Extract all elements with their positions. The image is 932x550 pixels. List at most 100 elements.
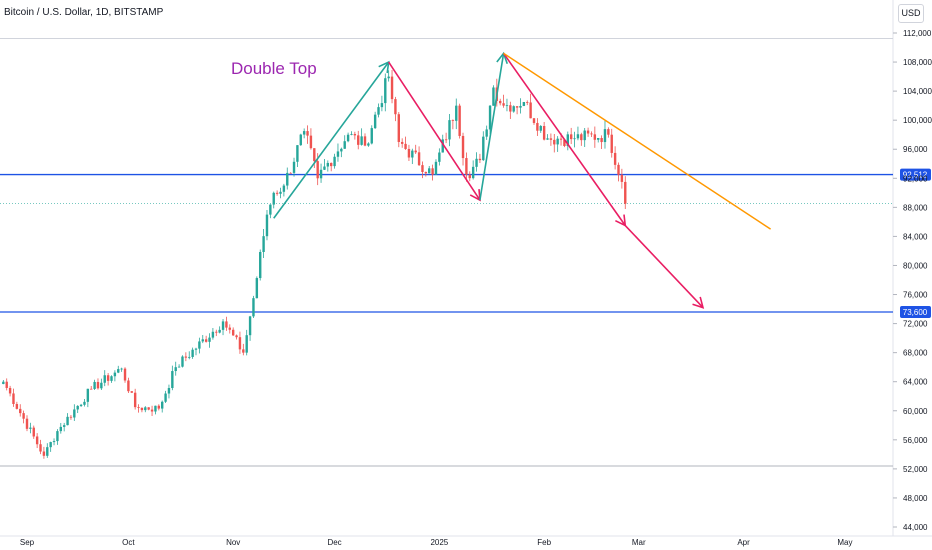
candle-body [130,391,133,393]
candle-body [73,409,76,418]
candle-body [22,413,25,419]
candle-body [485,129,488,137]
candle-body [390,76,394,100]
candle-body [93,381,96,389]
candle-body [471,166,475,179]
candle-body [600,137,603,143]
candle-body [235,335,238,338]
candle-body [367,143,370,146]
candle-body [309,135,313,149]
candle-body [488,105,492,130]
candle-body [438,152,441,162]
candle-body [302,131,306,135]
candle-body [2,381,5,385]
candle-body [613,152,617,165]
candle-body [566,134,569,146]
candle-body [536,122,539,131]
candle-body [248,316,252,336]
candle-body [444,139,448,141]
candle-body [363,136,367,146]
candle-body [110,376,113,381]
candle-body [323,166,326,170]
currency-button[interactable]: USD [898,4,924,23]
horizontal-levels: 92,512 73,600 [0,168,931,318]
drawings [273,51,772,309]
candle-body [191,349,194,357]
candle-body [569,134,573,140]
candle-body [59,426,62,432]
candle-body [66,416,69,426]
candle-body [242,349,245,353]
x-tick-label: May [837,538,852,547]
candle-body [526,102,529,103]
candle-body [593,134,597,140]
candle-body [228,327,231,330]
candle-body [499,100,502,104]
candle-body [113,372,117,377]
candle-body [282,185,286,192]
candle-body [326,162,330,167]
chart-title: Bitcoin / U.S. Dollar, 1D, BITSTAMP [4,7,164,18]
candle-body [140,407,144,411]
candle-body [181,356,184,367]
candle-body [62,425,66,427]
candle-body [461,135,465,159]
y-tick-label: 96,000 [903,145,928,154]
candle-body [400,141,404,144]
candle-body [292,161,296,173]
candle-body [404,143,407,149]
double-top-annotation[interactable]: Double Top [231,59,317,78]
price-axis[interactable]: 44,000 48,000 52,000 56,000 60,000 64,000 68,0… [893,29,932,532]
grid [0,0,932,537]
y-tick-label: 104,000 [903,87,932,96]
candle-body [478,158,482,161]
candle-body [346,134,350,142]
candle-body [340,148,343,152]
candle-body [387,76,390,79]
candle-body [597,137,600,140]
candle-body [164,393,167,402]
candle-body [546,138,549,140]
candle-body [586,130,590,134]
candle-body [519,105,522,108]
candle-body [39,444,42,452]
candle-body [482,136,485,161]
candle-body [46,447,49,456]
candle-body [194,348,198,350]
candle-body [509,105,512,112]
candle-body [492,87,495,106]
candle-body [120,368,123,370]
candle-body [289,172,292,174]
candle-body [353,133,357,136]
zigzag-arrowhead [692,296,705,309]
candle-body [269,204,272,215]
y-tick-label: 72,000 [903,320,928,329]
candle-body [360,136,363,145]
candle-body [15,404,19,409]
candle-body [252,298,255,317]
candle-body [32,427,35,437]
candle-body [502,103,505,106]
candle-body [154,405,157,412]
candle-body [19,408,22,414]
candle-body [451,120,455,121]
candle-body [231,329,235,336]
candle-body [171,371,174,389]
candle-body [556,138,559,145]
candle-body [414,150,417,153]
y-tick-label: 64,000 [903,378,928,387]
candle-body [150,409,154,412]
trend-line [503,52,772,230]
candle-body [411,150,414,158]
candle-body [515,106,519,108]
candle-body [313,148,316,162]
candle-body [522,102,526,106]
candle-body [397,114,400,142]
time-axis[interactable]: Sep Oct Nov Dec 2025 Feb Mar Apr May [20,538,853,547]
candle-body [144,407,147,411]
candle-body [177,366,181,368]
zigzag-segment [387,61,481,201]
candle-body [306,131,309,136]
candle-body [286,172,289,186]
